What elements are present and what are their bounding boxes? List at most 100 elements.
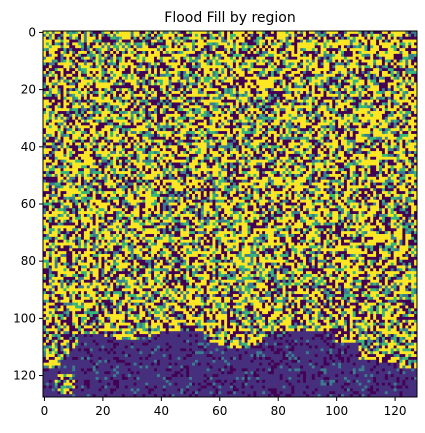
heatmap-cell (282, 73, 286, 78)
heatmap-cell (402, 116, 406, 121)
heatmap-cell (300, 56, 304, 60)
heatmap-cell (215, 56, 219, 60)
heatmap-cell (358, 139, 362, 143)
heatmap-cell (124, 133, 129, 138)
heatmap-cell (66, 33, 70, 38)
heatmap-cell (116, 42, 120, 46)
heatmap-cell (305, 102, 310, 106)
heatmap-cell (227, 128, 231, 132)
heatmap-cell (75, 125, 79, 129)
heatmap-cell (110, 33, 114, 38)
heatmap-cell (203, 68, 208, 72)
heatmap-cell (355, 39, 359, 43)
heatmap-cell (51, 79, 56, 83)
heatmap-cell (317, 62, 321, 66)
heatmap-cell (69, 59, 73, 63)
heatmap-cell (232, 76, 237, 81)
heatmap-cell (168, 51, 172, 55)
heatmap-cell (159, 79, 164, 83)
heatmap-cell (256, 71, 260, 75)
heatmap-cell (75, 82, 79, 86)
heatmap-cell (267, 56, 272, 60)
heatmap-cell (338, 62, 342, 66)
heatmap-cell (215, 48, 219, 52)
heatmap-cell (232, 91, 237, 95)
heatmap-cell (72, 136, 76, 141)
heatmap-cell (197, 136, 202, 141)
heatmap-cell (51, 96, 56, 101)
heatmap-cell (396, 31, 400, 35)
heatmap-cell (63, 76, 67, 81)
heatmap-cell (203, 122, 208, 126)
heatmap-cell (136, 113, 140, 118)
heatmap-cell (165, 39, 170, 43)
heatmap-cell (168, 116, 172, 121)
heatmap-cell (379, 33, 383, 38)
heatmap-cell (308, 139, 313, 143)
heatmap-cell (238, 45, 243, 49)
heatmap-cell (69, 128, 73, 132)
heatmap-cell (230, 79, 234, 83)
heatmap-cell (329, 116, 333, 121)
heatmap-cell (136, 82, 140, 86)
heatmap-cell (116, 48, 120, 52)
heatmap-cell (194, 119, 199, 123)
heatmap-cell (133, 56, 137, 60)
heatmap-cell (358, 133, 362, 138)
heatmap-cell (238, 31, 243, 35)
heatmap-cell (186, 51, 190, 55)
heatmap-cell (118, 73, 123, 78)
heatmap-cell (250, 31, 254, 35)
heatmap-cell (183, 68, 187, 72)
heatmap-cell (373, 56, 377, 60)
heatmap-cell (101, 76, 105, 81)
heatmap-cell (332, 42, 336, 46)
heatmap-cell (405, 53, 409, 58)
heatmap-cell (230, 131, 234, 135)
heatmap-cell (335, 79, 339, 83)
heatmap-cell (276, 36, 281, 40)
heatmap-cell (48, 133, 53, 138)
heatmap-cell (186, 76, 190, 81)
heatmap-cell (203, 36, 208, 40)
heatmap-cell (399, 133, 403, 138)
heatmap-cell (279, 45, 283, 49)
heatmap-cell (361, 33, 365, 38)
heatmap-cell (221, 108, 225, 112)
heatmap-cell (367, 56, 371, 60)
heatmap-cell (376, 62, 380, 66)
heatmap-cell (267, 79, 272, 83)
heatmap-cell (104, 82, 108, 86)
heatmap-cell (215, 122, 219, 126)
heatmap-cell (314, 68, 319, 72)
heatmap-cell (177, 48, 181, 52)
heatmap-cell (54, 71, 59, 75)
heatmap-cell (270, 82, 275, 86)
heatmap-cell (288, 53, 292, 58)
heatmap-cell (335, 51, 339, 55)
heatmap-cell (279, 128, 283, 132)
heatmap-cell (320, 122, 324, 126)
heatmap-cell (142, 59, 146, 63)
heatmap-cell (121, 79, 126, 83)
heatmap-cell (250, 59, 254, 63)
heatmap-cell (80, 136, 85, 141)
heatmap-cell (376, 88, 380, 92)
heatmap-cell (346, 122, 351, 126)
heatmap-cell (159, 68, 164, 72)
heatmap-cell (221, 68, 225, 72)
heatmap-cell (238, 133, 243, 138)
heatmap-cell (291, 128, 295, 132)
heatmap-cell (130, 39, 134, 43)
heatmap-cell (326, 99, 330, 103)
heatmap-cell (396, 51, 400, 55)
heatmap-cell (265, 45, 269, 49)
heatmap-cell (373, 73, 377, 78)
heatmap-cell (139, 93, 143, 98)
heatmap-cell (133, 62, 137, 66)
heatmap-cell (212, 85, 216, 89)
heatmap-cell (45, 59, 50, 63)
heatmap-cell (273, 102, 278, 106)
heatmap-cell (297, 128, 301, 132)
heatmap-cell (265, 36, 269, 40)
